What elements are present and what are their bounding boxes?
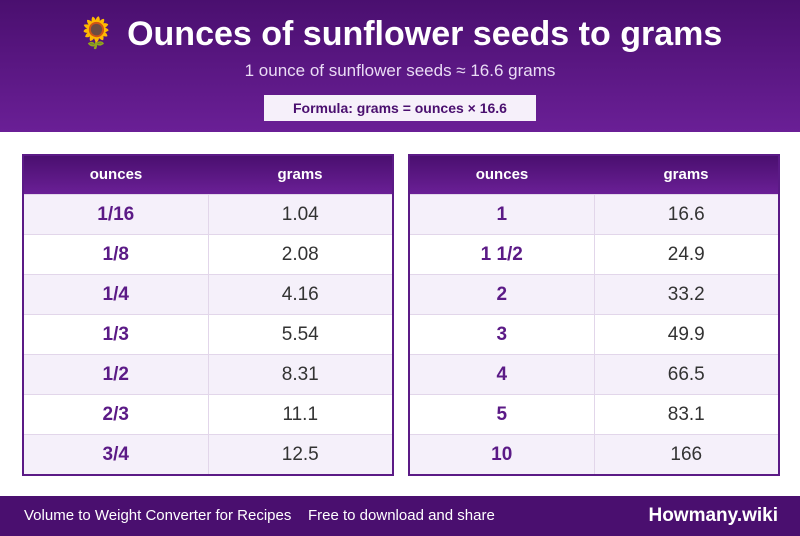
ounces-cell: 3/4	[24, 435, 209, 474]
grams-cell: 4.16	[281, 284, 319, 305]
table-row: 1/16 1.04	[24, 194, 392, 234]
ounces-cell: 1/16	[24, 195, 209, 234]
ounces-cell: 3	[410, 315, 595, 354]
table-header: ounces grams	[410, 156, 778, 194]
grams-cell: 24.9	[667, 244, 705, 265]
column-header-ounces: ounces	[89, 166, 143, 183]
grams-cell: 66.5	[667, 364, 705, 385]
table-row: 3 49.9	[410, 314, 778, 354]
table-row: 3/4 12.5	[24, 434, 392, 474]
header-banner: 🌻 Ounces of sunflower seeds to grams 1 ou…	[0, 0, 800, 132]
grams-cell: 166	[670, 444, 703, 465]
table-row: 1/8 2.08	[24, 234, 392, 274]
table-row: 1 1/2 24.9	[410, 234, 778, 274]
page-subtitle: 1 ounce of sunflower seeds ≈ 16.6 grams	[244, 61, 556, 80]
grams-cell: 49.9	[667, 324, 705, 345]
footer-share-text: Free to download and share	[308, 507, 495, 524]
column-header-grams: grams	[663, 166, 709, 183]
grams-cell: 5.54	[281, 324, 319, 345]
formula-box: Formula: grams = ounces × 16.6	[264, 95, 536, 121]
footer-converter-text: Volume to Weight Converter for Recipes	[24, 507, 292, 524]
grams-cell: 1.04	[281, 204, 319, 225]
ounces-cell: 1 1/2	[410, 235, 595, 274]
ounces-cell: 2/3	[24, 395, 209, 434]
ounces-cell: 10	[410, 435, 595, 474]
ounces-cell: 1/8	[24, 235, 209, 274]
ounces-cell: 1/2	[24, 355, 209, 394]
grams-cell: 16.6	[667, 204, 705, 225]
table-row: 5 83.1	[410, 394, 778, 434]
ounces-cell: 4	[410, 355, 595, 394]
page-title: 🌻 Ounces of sunflower seeds to grams	[0, 14, 800, 54]
table-row: 4 66.5	[410, 354, 778, 394]
brand-logo[interactable]: Howmany.wiki	[648, 505, 778, 526]
ounces-cell: 1/4	[24, 275, 209, 314]
conversion-table-left: ounces grams 1/16 1.04 1/8 2.08 1/4 4.16 1/…	[22, 154, 394, 476]
conversion-table-right: ounces grams 1 16.6 1 1/2 24.9 2 33.2 3 49.9…	[408, 154, 780, 476]
grams-cell: 8.31	[281, 364, 319, 385]
table-row: 1/4 4.16	[24, 274, 392, 314]
sunflower-icon: 🌻	[77, 17, 116, 50]
page-title-text: Ounces of sunflower seeds to grams	[127, 15, 723, 53]
column-header-grams: grams	[277, 166, 323, 183]
table-row: 1/2 8.31	[24, 354, 392, 394]
grams-cell: 2.08	[281, 244, 319, 265]
ounces-cell: 2	[410, 275, 595, 314]
column-header-ounces: ounces	[475, 166, 529, 183]
table-row: 1 16.6	[410, 194, 778, 234]
ounces-cell: 1	[410, 195, 595, 234]
ounces-cell: 1/3	[24, 315, 209, 354]
grams-cell: 11.1	[282, 404, 319, 425]
table-row: 1/3 5.54	[24, 314, 392, 354]
table-row: 2 33.2	[410, 274, 778, 314]
table-header: ounces grams	[24, 156, 392, 194]
table-row: 10 166	[410, 434, 778, 474]
footer-bar: Volume to Weight Converter for Recipes F…	[0, 496, 800, 536]
grams-cell: 12.5	[281, 444, 319, 465]
grams-cell: 33.2	[667, 284, 705, 305]
grams-cell: 83.1	[667, 404, 705, 425]
table-row: 2/3 11.1	[24, 394, 392, 434]
ounces-cell: 5	[410, 395, 595, 434]
